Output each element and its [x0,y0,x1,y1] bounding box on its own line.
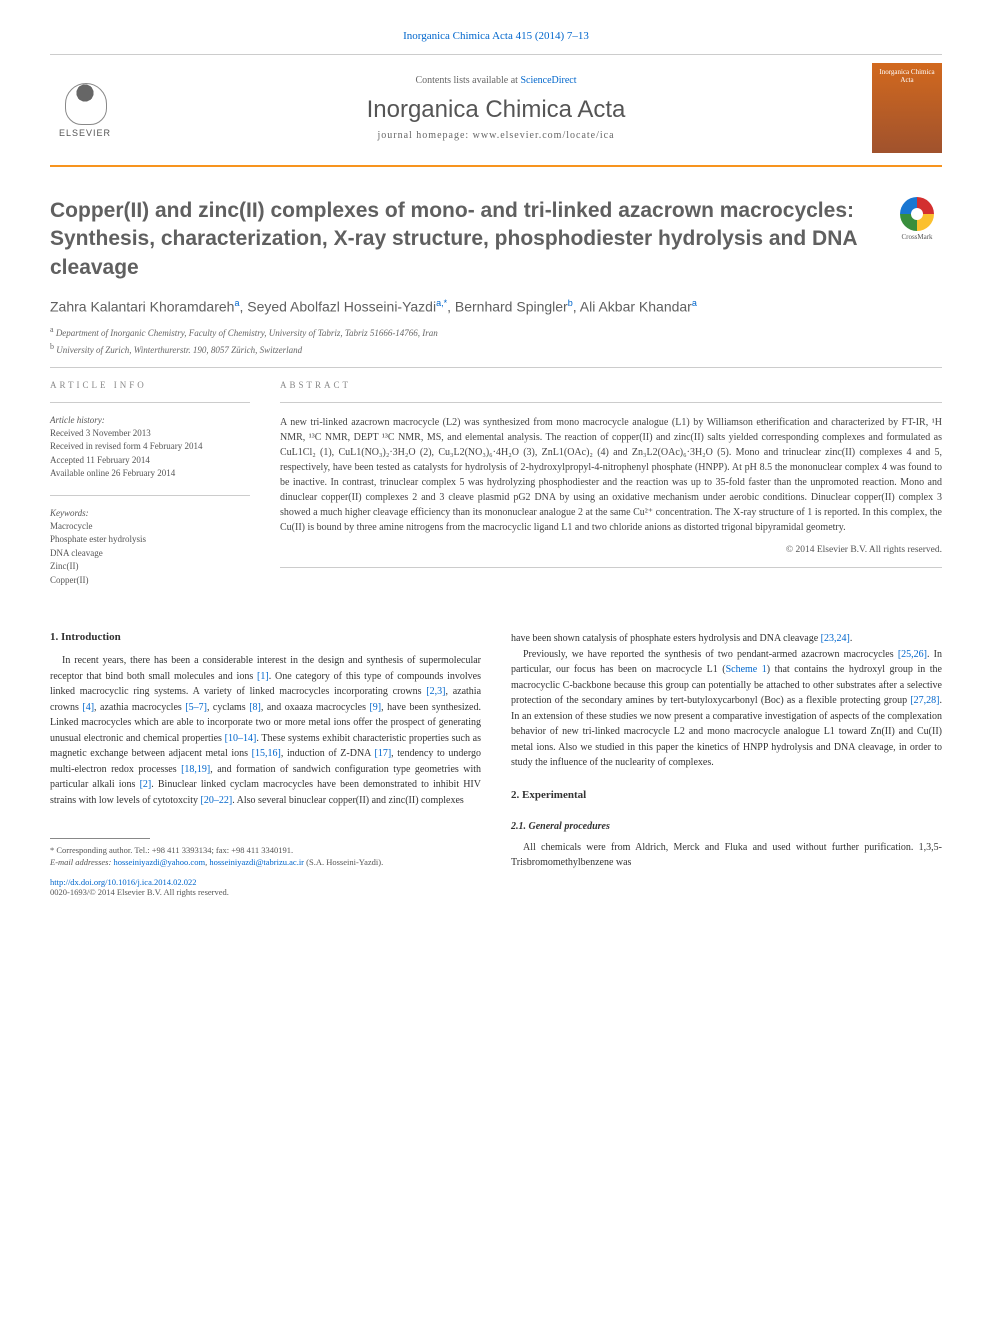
citation-link[interactable]: [18,19] [181,764,210,775]
subsection-heading: 2.1. General procedures [511,821,942,832]
journal-header: ELSEVIER Contents lists available at Sci… [50,54,942,167]
author-name[interactable]: Ali Akbar Khandar [580,299,692,315]
affiliation-text: University of Zurich, Winterthurerstr. 1… [56,345,302,355]
contents-list-line: Contents lists available at ScienceDirec… [120,75,872,86]
right-column: have been shown catalysis of phosphate e… [511,631,942,897]
citation-link[interactable]: [23,24] [821,633,850,644]
citation-link[interactable]: [1] [257,671,269,682]
divider [50,402,250,403]
citation-link[interactable]: [25,26] [898,649,927,660]
abstract-label: ABSTRACT [280,380,942,390]
author-aff-mark: a,* [436,298,447,308]
citation-link[interactable]: [17] [374,748,391,759]
affiliation: a Department of Inorganic Chemistry, Fac… [50,325,942,338]
journal-cover-thumbnail[interactable]: Inorganica Chimica Acta [872,63,942,153]
history-item: Available online 26 February 2014 [50,467,250,481]
homepage-url[interactable]: www.elsevier.com/locate/ica [473,130,615,141]
history-label: Article history: [50,415,250,425]
affiliation-mark: b [50,342,54,351]
email-author: (S.A. Hosseini-Yazdi). [306,857,383,867]
history-item: Accepted 11 February 2014 [50,454,250,468]
author-list: Zahra Kalantari Khoramdareha, Seyed Abol… [50,298,942,315]
abstract-text: A new tri-linked azacrown macrocycle (L2… [280,415,942,535]
publisher-name: ELSEVIER [59,128,111,138]
divider [280,567,942,568]
contents-prefix: Contents lists available at [415,75,520,86]
body-paragraph: In recent years, there has been a consid… [50,653,481,808]
citation-link[interactable]: [10–14] [225,733,257,744]
body-paragraph: All chemicals were from Aldrich, Merck a… [511,840,942,871]
crossmark-badge[interactable]: CrossMark [892,197,942,247]
citation-link[interactable]: [27,28] [910,695,939,706]
journal-homepage: journal homepage: www.elsevier.com/locat… [120,130,872,141]
affiliation: b University of Zurich, Winterthurerstr.… [50,342,942,355]
footnote-divider [50,838,150,839]
divider [280,402,942,403]
citation-link[interactable]: [5–7] [185,702,207,713]
crossmark-label: CrossMark [901,233,932,241]
abstract-section: ABSTRACT A new tri-linked azacrown macro… [280,380,942,602]
publisher-logo[interactable]: ELSEVIER [50,68,120,148]
citation-link[interactable]: [15,16] [252,748,281,759]
author-name[interactable]: Seyed Abolfazl Hosseini-Yazdi [247,299,436,315]
body-paragraph: Previously, we have reported the synthes… [511,647,942,771]
email-footnote: E-mail addresses: hosseiniyazdi@yahoo.co… [50,857,481,869]
divider [50,367,942,368]
keyword: Zinc(II) [50,560,250,574]
affiliation-mark: a [50,325,54,334]
keyword: Phosphate ester hydrolysis [50,533,250,547]
keyword: Macrocycle [50,520,250,534]
history-item: Received in revised form 4 February 2014 [50,440,250,454]
citation-link[interactable]: [8] [249,702,261,713]
keywords-label: Keywords: [50,508,250,518]
doi-link[interactable]: http://dx.doi.org/10.1016/j.ica.2014.02.… [50,877,481,887]
article-info-sidebar: ARTICLE INFO Article history: Received 3… [50,380,250,602]
article-info-label: ARTICLE INFO [50,380,250,390]
email-link[interactable]: hosseiniyazdi@yahoo.com [113,857,205,867]
citation-link[interactable]: [2,3] [426,686,445,697]
body-paragraph: have been shown catalysis of phosphate e… [511,631,942,647]
affiliation-text: Department of Inorganic Chemistry, Facul… [56,328,438,338]
citation-link[interactable]: [2] [140,779,152,790]
journal-name: Inorganica Chimica Acta [120,96,872,124]
author-aff-mark: a [692,298,697,308]
citation-link[interactable]: [20–22] [201,795,233,806]
keyword: Copper(II) [50,574,250,588]
divider [50,495,250,496]
homepage-prefix: journal homepage: [377,130,472,141]
history-item: Received 3 November 2013 [50,427,250,441]
keyword: DNA cleavage [50,547,250,561]
scheme-link[interactable]: Scheme 1 [726,664,767,675]
email-label: E-mail addresses: [50,857,111,867]
author-name[interactable]: Zahra Kalantari Khoramdareh [50,299,234,315]
sciencedirect-link[interactable]: ScienceDirect [520,75,576,86]
section-heading: 2. Experimental [511,789,942,801]
issn-copyright: 0020-1693/© 2014 Elsevier B.V. All right… [50,887,481,897]
cover-title: Inorganica Chimica Acta [876,69,938,84]
abstract-copyright: © 2014 Elsevier B.V. All rights reserved… [280,545,942,555]
citation-link[interactable]: [4] [82,702,94,713]
journal-citation: Inorganica Chimica Acta 415 (2014) 7–13 [50,30,942,42]
citation-link[interactable]: [9] [369,702,381,713]
article-title: Copper(II) and zinc(II) complexes of mon… [50,197,872,282]
author-name[interactable]: Bernhard Spingler [455,299,568,315]
crossmark-icon [900,197,934,231]
elsevier-tree-icon [60,78,110,128]
corresponding-author-footnote: * Corresponding author. Tel.: +98 411 33… [50,845,481,857]
email-link[interactable]: hosseiniyazdi@tabrizu.ac.ir [209,857,304,867]
left-column: 1. Introduction In recent years, there h… [50,631,481,897]
section-heading: 1. Introduction [50,631,481,643]
